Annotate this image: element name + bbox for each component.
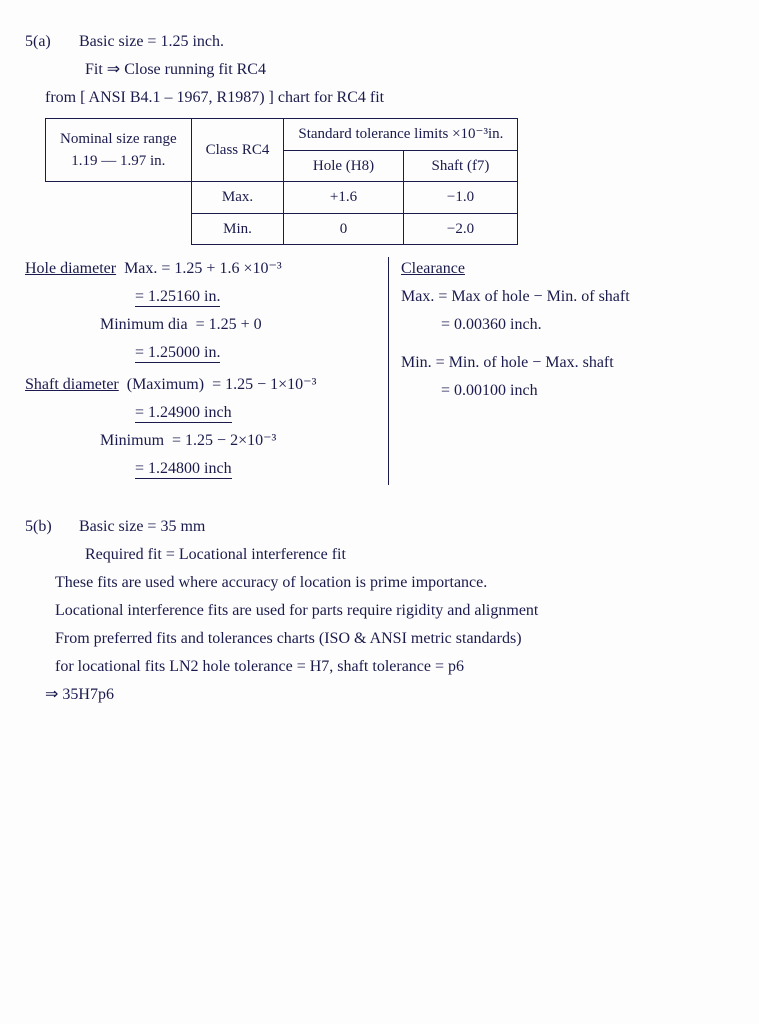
hole-min-val: = 1.25000 in.	[135, 344, 220, 363]
clear-max-val: = 0.00360 inch.	[441, 313, 734, 337]
shaft-min-expr: = 1.25 − 2×10⁻³	[172, 432, 276, 449]
th-std: Standard tolerance limits ×10⁻³in.	[284, 119, 518, 151]
hole-max-val: = 1.25160 in.	[135, 288, 220, 307]
q5b-label: 5(b)	[25, 515, 75, 539]
hole-min-expr: = 1.25 + 0	[196, 316, 262, 333]
hole-min-label: Minimum dia	[100, 316, 188, 333]
shaft-max-expr: = 1.25 − 1×10⁻³	[212, 376, 316, 393]
clear-min-val: = 0.00100 inch	[441, 379, 734, 403]
shaft-min-val: = 1.24800 inch	[135, 460, 232, 479]
td-nom-range: 1.19 — 1.97 in.	[60, 150, 177, 173]
th-shaft: Shaft (f7)	[403, 150, 518, 182]
td-max-label: Max.	[191, 182, 284, 214]
hole-max-expr: Max. = 1.25 + 1.6 ×10⁻³	[124, 260, 282, 277]
th-class: Class RC4	[191, 119, 284, 182]
shaft-max-label: (Maximum)	[127, 376, 204, 393]
q5b-line3: From preferred fits and tolerances chart…	[55, 627, 734, 651]
th-nominal: Nominal size range	[60, 128, 177, 151]
td-hole-max: +1.6	[284, 182, 403, 214]
clear-min-expr: Min. = Min. of hole − Max. shaft	[401, 351, 734, 375]
q5a-basic-size: Basic size = 1.25 inch.	[79, 33, 224, 50]
q5b-basic-size: Basic size = 35 mm	[79, 518, 205, 535]
td-shaft-min: −2.0	[403, 213, 518, 245]
hole-dia-title: Hole diameter	[25, 260, 116, 277]
shaft-min-label: Minimum	[100, 432, 164, 449]
q5a-label: 5(a)	[25, 30, 75, 54]
td-min-label: Min.	[191, 213, 284, 245]
q5b-line1: These fits are used where accuracy of lo…	[55, 571, 734, 595]
q5b-req-fit: Required fit = Locational interference f…	[85, 543, 734, 567]
q5a-fit: Fit ⇒ Close running fit RC4	[85, 58, 734, 82]
clear-max-expr: Max. = Max of hole − Min. of shaft	[401, 285, 734, 309]
td-hole-min: 0	[284, 213, 403, 245]
q5b-result: ⇒ 35H7p6	[45, 683, 734, 707]
th-hole: Hole (H8)	[284, 150, 403, 182]
q5a-from: from [ ANSI B4.1 – 1967, R1987) ] chart …	[45, 86, 734, 110]
clearance-title: Clearance	[401, 260, 465, 277]
q5b-line2: Locational interference fits are used fo…	[55, 599, 734, 623]
td-shaft-max: −1.0	[403, 182, 518, 214]
shaft-max-val: = 1.24900 inch	[135, 404, 232, 423]
shaft-dia-title: Shaft diameter	[25, 376, 119, 393]
tolerance-table: Nominal size range 1.19 — 1.97 in. Class…	[45, 118, 518, 245]
q5b-line4: for locational fits LN2 hole tolerance =…	[55, 655, 734, 679]
